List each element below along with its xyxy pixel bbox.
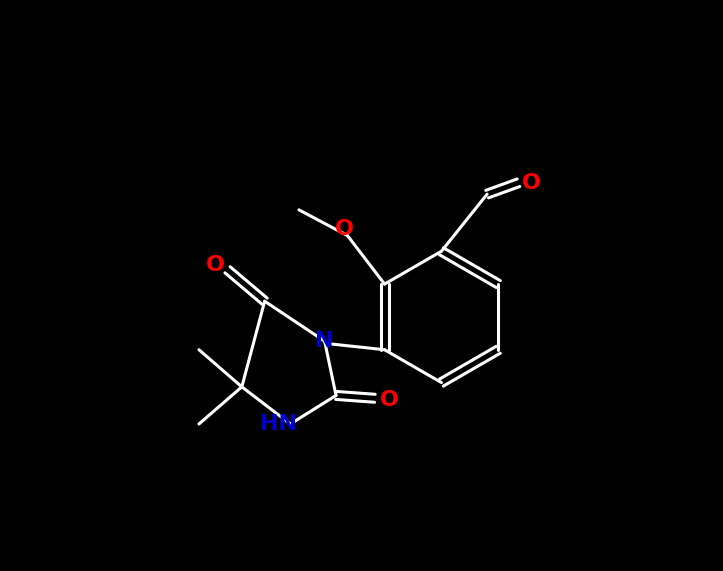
Text: O: O	[205, 255, 224, 275]
Text: N: N	[315, 331, 334, 351]
Text: O: O	[335, 219, 354, 239]
Text: HN: HN	[260, 414, 297, 434]
Text: O: O	[380, 390, 398, 410]
Text: O: O	[521, 172, 541, 193]
